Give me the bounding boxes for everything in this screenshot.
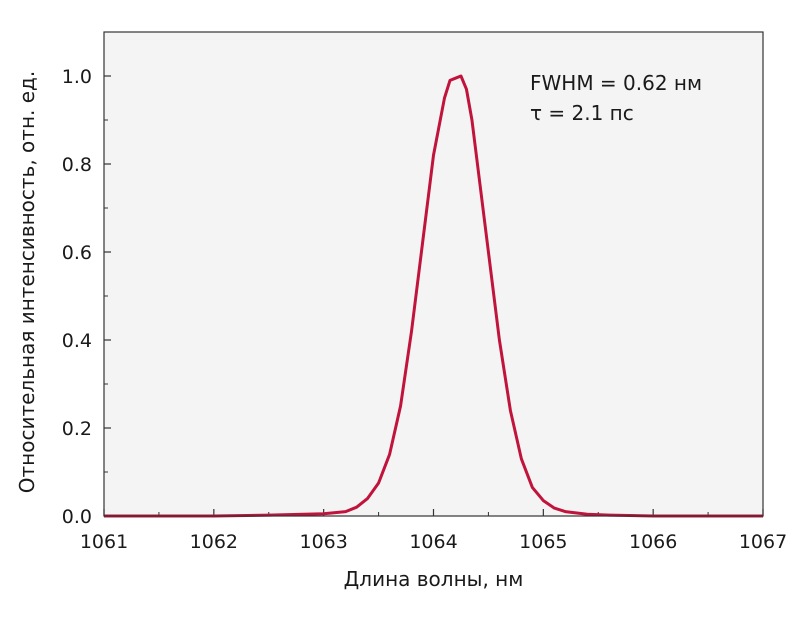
x-tick-label: 1066 <box>629 531 677 553</box>
x-tick-label: 1062 <box>190 531 238 553</box>
x-axis-label: Длина волны, нм <box>344 567 524 591</box>
y-tick-label: 0.6 <box>62 242 92 264</box>
annotation-tau: τ = 2.1 пс <box>530 101 634 125</box>
plot-background <box>104 32 763 516</box>
y-tick-label: 1.0 <box>62 66 92 88</box>
x-tick-label: 1063 <box>299 531 347 553</box>
y-tick-label: 0.4 <box>62 330 92 352</box>
x-tick-label: 1061 <box>80 531 128 553</box>
x-tick-label: 1065 <box>519 531 567 553</box>
y-tick-label: 0.8 <box>62 154 92 176</box>
plot-frame <box>103 31 764 517</box>
y-axis-label: Относительная интенсивность, отн. ед. <box>15 71 39 493</box>
y-tick-label: 0.0 <box>62 506 92 528</box>
x-tick-label: 1064 <box>409 531 457 553</box>
x-tick-label: 1067 <box>739 531 787 553</box>
series-line <box>104 74 763 518</box>
tick-labels: 1061 1062 1063 1064 1065 1066 1067 0.0 0.2 0.4 0.6… <box>62 66 787 553</box>
y-tick-label: 0.2 <box>62 418 92 440</box>
annotation-fwhm: FWHM = 0.62 нм <box>530 71 702 95</box>
